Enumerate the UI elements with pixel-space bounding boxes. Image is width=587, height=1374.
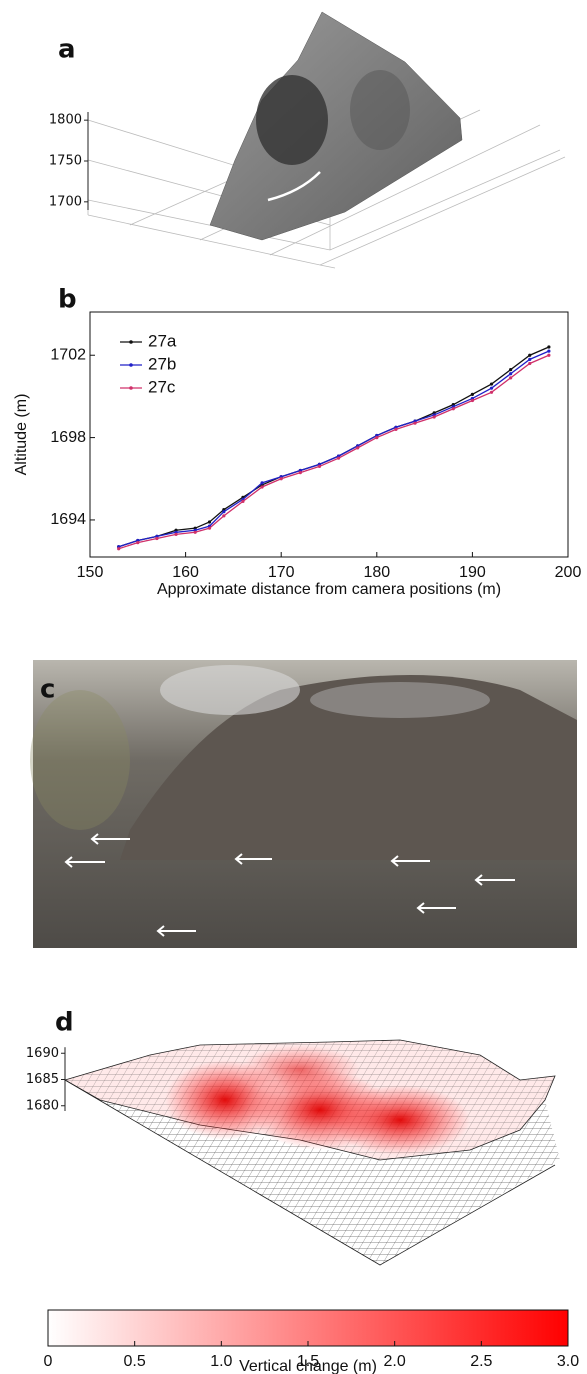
point xyxy=(207,526,212,530)
point xyxy=(413,421,417,425)
z-tick-label: 1680 xyxy=(26,1098,59,1113)
point xyxy=(489,382,494,386)
point xyxy=(509,376,513,380)
panel-label: b xyxy=(58,285,77,315)
panel-label: c xyxy=(40,675,55,705)
colorbar-tick-label: 2.5 xyxy=(470,1353,492,1370)
point xyxy=(336,456,341,460)
point xyxy=(528,353,532,357)
photo xyxy=(30,660,577,948)
point xyxy=(528,361,532,366)
legend-label: 27c xyxy=(148,377,176,396)
point xyxy=(317,464,322,469)
x-tick-label: 180 xyxy=(363,564,390,581)
colorbar-tick-label: 3.0 xyxy=(557,1353,579,1370)
point xyxy=(155,536,159,541)
point xyxy=(193,530,197,534)
legend-label: 27b xyxy=(148,354,176,373)
point xyxy=(375,435,379,440)
panel-d-graphic xyxy=(63,1039,560,1266)
z-tick-label: 1700 xyxy=(49,194,82,209)
point xyxy=(260,485,264,489)
point xyxy=(547,353,551,357)
colorbar-label: Vertical change (m) xyxy=(239,1358,377,1374)
point xyxy=(489,386,494,390)
legend-marker xyxy=(129,363,133,367)
point xyxy=(117,547,121,551)
point xyxy=(260,481,264,485)
z-tick-label: 1685 xyxy=(26,1072,59,1087)
point xyxy=(174,532,178,536)
colorbar-tick-label: 1.5 xyxy=(297,1353,319,1370)
point xyxy=(207,520,212,524)
y-axis-label: Altitude (m) xyxy=(13,394,30,476)
x-tick-label: 150 xyxy=(77,564,104,581)
point xyxy=(136,540,140,545)
colorbar-tick-label: 1.0 xyxy=(210,1353,232,1370)
colorbar-tick-label: 0 xyxy=(44,1353,53,1370)
point xyxy=(394,427,398,431)
legend-marker xyxy=(129,340,133,344)
legend-label: 27a xyxy=(148,331,177,350)
point xyxy=(470,398,474,403)
x-axis-label: Approximate distance from camera positio… xyxy=(157,581,501,598)
series-line xyxy=(118,350,550,548)
point xyxy=(222,514,226,518)
z-tick-label: 1750 xyxy=(49,154,82,169)
legend-marker xyxy=(129,386,133,390)
series-line xyxy=(118,346,550,548)
point xyxy=(241,499,245,504)
point xyxy=(470,392,474,396)
point xyxy=(547,345,551,349)
colorbar-tick-label: 0.5 xyxy=(124,1353,146,1370)
point xyxy=(356,446,360,450)
panel-label: d xyxy=(55,1008,74,1038)
point xyxy=(279,477,283,481)
point xyxy=(298,470,302,475)
point xyxy=(509,372,513,376)
series-line xyxy=(118,354,550,550)
point xyxy=(432,415,436,419)
point xyxy=(528,357,532,361)
x-tick-label: 190 xyxy=(459,564,486,581)
z-tick-label: 1690 xyxy=(26,1046,59,1061)
y-tick-label: 1694 xyxy=(50,511,86,528)
x-tick-label: 200 xyxy=(555,564,582,581)
point xyxy=(451,407,455,411)
point xyxy=(547,349,551,353)
x-tick-label: 170 xyxy=(268,564,295,581)
x-tick-label: 160 xyxy=(172,564,199,581)
point xyxy=(509,368,513,372)
plot-frame xyxy=(89,311,569,558)
y-tick-label: 1702 xyxy=(50,346,86,363)
y-tick-label: 1698 xyxy=(50,429,86,446)
point xyxy=(222,510,226,514)
panel-a-graphic xyxy=(87,11,566,269)
colorbar-tick-label: 2.0 xyxy=(384,1353,406,1370)
point xyxy=(489,390,494,394)
panel-label: a xyxy=(58,35,76,65)
colorbar xyxy=(47,1309,569,1347)
z-tick-label: 1800 xyxy=(49,113,82,128)
